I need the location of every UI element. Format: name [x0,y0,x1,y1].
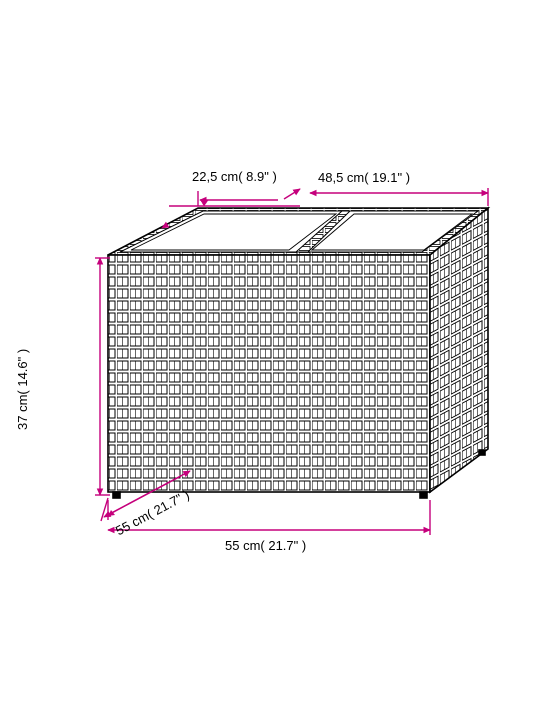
dimension-diagram-container: { "diagram": { "type": "diagram", "backg… [0,0,540,720]
diagram-svg [0,0,540,720]
dim-top-width: 48,5 cm( 19.1" ) [318,170,410,185]
product-outline [108,208,488,498]
dim-top-depth: 22,5 cm( 8.9" ) [192,169,277,184]
dim-bottom-width: 55 cm( 21.7" ) [225,538,306,553]
dim-height: 37 cm( 14.6" ) [15,349,30,430]
